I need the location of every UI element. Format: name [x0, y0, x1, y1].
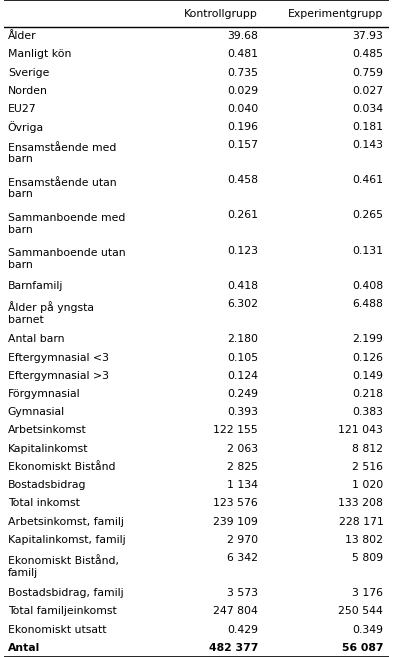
Text: 0.393: 0.393	[227, 407, 258, 417]
Text: 250 544: 250 544	[338, 606, 383, 616]
Text: 228 171: 228 171	[338, 516, 383, 527]
Text: Kapitalinkomst, familj: Kapitalinkomst, familj	[8, 535, 125, 545]
Text: 0.408: 0.408	[352, 281, 383, 291]
Text: 0.124: 0.124	[227, 371, 258, 381]
Text: 3 573: 3 573	[227, 588, 258, 598]
Text: Arbetsinkomst: Arbetsinkomst	[8, 426, 86, 436]
Text: Övriga: Övriga	[8, 122, 44, 133]
Text: 0.458: 0.458	[227, 175, 258, 185]
Text: EU27: EU27	[8, 104, 37, 114]
Text: Ålder: Ålder	[8, 31, 37, 41]
Text: Ensamstående utan
barn: Ensamstående utan barn	[8, 178, 116, 200]
Text: 0.149: 0.149	[352, 371, 383, 381]
Text: 39.68: 39.68	[227, 31, 258, 41]
Text: Total familjeinkomst: Total familjeinkomst	[8, 606, 117, 616]
Text: 122 155: 122 155	[213, 426, 258, 436]
Text: 37.93: 37.93	[353, 31, 383, 41]
Text: Bostadsbidrag: Bostadsbidrag	[8, 480, 86, 490]
Text: 2 516: 2 516	[352, 462, 383, 472]
Text: 2 970: 2 970	[227, 535, 258, 545]
Text: 3 176: 3 176	[352, 588, 383, 598]
Text: 6.302: 6.302	[227, 299, 258, 309]
Text: 0.261: 0.261	[227, 210, 258, 220]
Text: 1 134: 1 134	[227, 480, 258, 490]
Text: 247 804: 247 804	[213, 606, 258, 616]
Text: Manligt kön: Manligt kön	[8, 49, 71, 59]
Text: 5 809: 5 809	[352, 553, 383, 563]
Text: 1 020: 1 020	[352, 480, 383, 490]
Text: Barnfamilj: Barnfamilj	[8, 281, 63, 291]
Text: 0.349: 0.349	[352, 625, 383, 635]
Text: 2.180: 2.180	[227, 334, 258, 344]
Text: 0.249: 0.249	[227, 389, 258, 399]
Text: Experimentgrupp: Experimentgrupp	[288, 9, 383, 18]
Text: 0.123: 0.123	[227, 246, 258, 256]
Text: Antal barn: Antal barn	[8, 334, 64, 344]
Text: 8 812: 8 812	[352, 443, 383, 454]
Text: Eftergymnasial >3: Eftergymnasial >3	[8, 371, 109, 381]
Text: 0.143: 0.143	[352, 140, 383, 150]
Text: 2 063: 2 063	[227, 443, 258, 454]
Text: Gymnasial: Gymnasial	[8, 407, 65, 417]
Text: 0.105: 0.105	[227, 353, 258, 363]
Text: Ekonomiskt Bistånd,
familj: Ekonomiskt Bistånd, familj	[8, 555, 119, 578]
Text: 13 802: 13 802	[345, 535, 383, 545]
Text: Eftergymnasial <3: Eftergymnasial <3	[8, 353, 109, 363]
Text: Bostadsbidrag, familj: Bostadsbidrag, familj	[8, 588, 123, 598]
Text: Sverige: Sverige	[8, 68, 49, 78]
Text: Förgymnasial: Förgymnasial	[8, 389, 81, 399]
Text: 0.027: 0.027	[352, 86, 383, 96]
Text: 6 342: 6 342	[227, 553, 258, 563]
Text: 0.383: 0.383	[352, 407, 383, 417]
Text: Norden: Norden	[8, 86, 48, 96]
Text: Sammanboende med
barn: Sammanboende med barn	[8, 213, 125, 235]
Text: 0.418: 0.418	[227, 281, 258, 291]
Text: 0.029: 0.029	[227, 86, 258, 96]
Text: Ekonomiskt utsatt: Ekonomiskt utsatt	[8, 625, 106, 635]
Text: Kapitalinkomst: Kapitalinkomst	[8, 443, 88, 454]
Text: 0.429: 0.429	[227, 625, 258, 635]
Text: 482 377: 482 377	[209, 643, 258, 653]
Text: 56 087: 56 087	[342, 643, 383, 653]
Text: Ekonomiskt Bistånd: Ekonomiskt Bistånd	[8, 462, 115, 472]
Text: 0.126: 0.126	[352, 353, 383, 363]
Text: 0.131: 0.131	[352, 246, 383, 256]
Text: Ensamstående med
barn: Ensamstående med barn	[8, 143, 116, 164]
Text: 0.181: 0.181	[352, 122, 383, 132]
Text: Ålder på yngsta
barnet: Ålder på yngsta barnet	[8, 302, 94, 325]
Text: 0.485: 0.485	[352, 49, 383, 59]
Text: 0.218: 0.218	[352, 389, 383, 399]
Text: Kontrollgrupp: Kontrollgrupp	[184, 9, 258, 18]
Text: 0.034: 0.034	[352, 104, 383, 114]
Text: 121 043: 121 043	[338, 426, 383, 436]
Text: Arbetsinkomst, familj: Arbetsinkomst, familj	[8, 516, 124, 527]
Text: Sammanboende utan
barn: Sammanboende utan barn	[8, 248, 125, 269]
Text: 123 576: 123 576	[213, 499, 258, 509]
Text: Total inkomst: Total inkomst	[8, 499, 80, 509]
Text: 0.461: 0.461	[352, 175, 383, 185]
Text: 6.488: 6.488	[353, 299, 383, 309]
Text: 0.040: 0.040	[227, 104, 258, 114]
Text: 239 109: 239 109	[213, 516, 258, 527]
Text: 0.735: 0.735	[227, 68, 258, 78]
Text: 0.759: 0.759	[352, 68, 383, 78]
Text: 0.481: 0.481	[227, 49, 258, 59]
Text: 133 208: 133 208	[338, 499, 383, 509]
Text: Antal: Antal	[8, 643, 40, 653]
Text: 2 825: 2 825	[227, 462, 258, 472]
Text: 2.199: 2.199	[353, 334, 383, 344]
Text: 0.196: 0.196	[227, 122, 258, 132]
Text: 0.157: 0.157	[227, 140, 258, 150]
Text: 0.265: 0.265	[352, 210, 383, 220]
